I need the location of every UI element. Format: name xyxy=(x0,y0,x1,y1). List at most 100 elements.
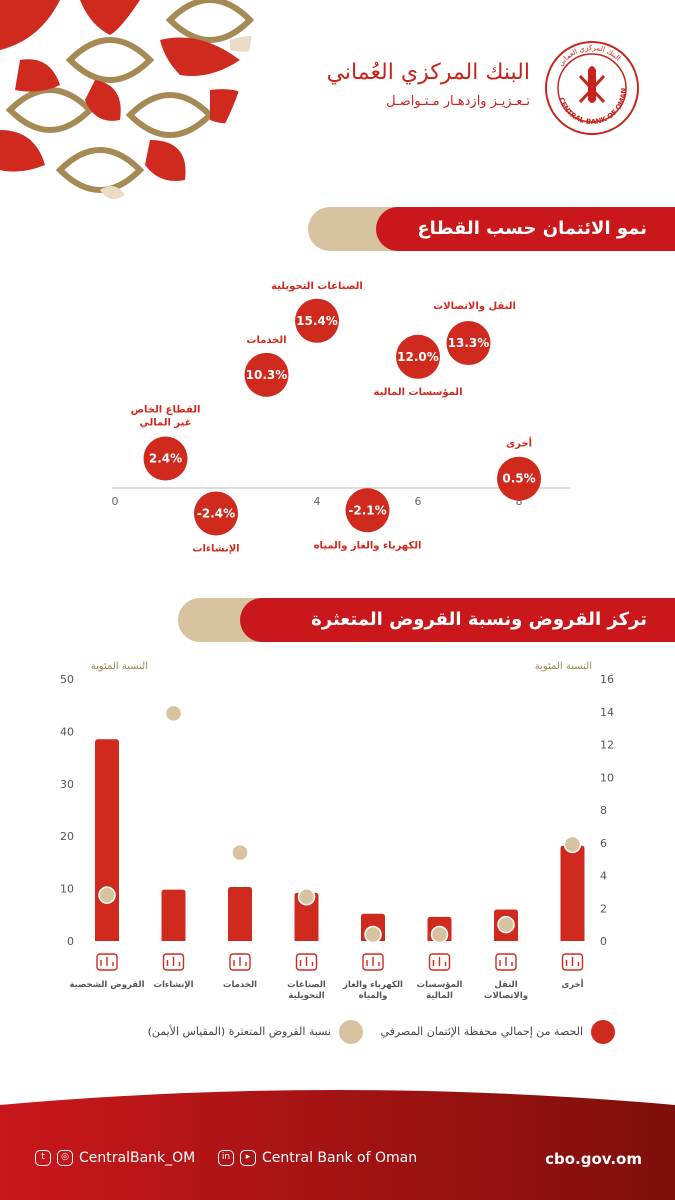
legend-share: الحصة من إجمالي محفظة الإئتمان المصرفي xyxy=(380,1020,615,1044)
chart1-bubble-label: الصناعات التحويلية xyxy=(271,281,363,292)
chart1-bubble xyxy=(244,352,289,397)
chart2-right-tick: 12 xyxy=(600,739,614,752)
social-name-group[interactable]: in ▸ Central Bank of Oman xyxy=(218,1150,417,1166)
chart2-right-tick: 8 xyxy=(600,804,607,817)
legend-npl-swatch xyxy=(339,1020,363,1044)
bank-name: البنك المركزي العُماني xyxy=(326,60,530,85)
chart2-category-label: الكهرباء والغاز والمياه xyxy=(342,980,403,1001)
chart2-right-tick: 4 xyxy=(600,870,607,883)
loan-concentration-chart: النسبة المئوية النسبة المئوية 0102030405… xyxy=(60,661,614,1001)
chart2-right-tick: 6 xyxy=(600,837,607,850)
chart2-category-label: المؤسسات المالية xyxy=(417,980,463,1001)
chart2-left-tick: 20 xyxy=(60,830,74,843)
cbo-logo: CENTRAL BANK OF OMAN البنك المركزي العما… xyxy=(545,41,639,135)
chart1-bubble-value: -2.4% xyxy=(197,506,235,520)
instagram-icon[interactable]: ◎ xyxy=(57,1150,73,1166)
legend-share-swatch xyxy=(591,1020,615,1044)
chart1-bubble-label: المؤسسات المالية xyxy=(374,387,463,398)
chart2-category-label: النقل والاتصالات xyxy=(484,980,528,1001)
chart1-bubble xyxy=(295,298,339,343)
chart2-npl-dot xyxy=(98,886,116,904)
chart2-category-label: الخدمات xyxy=(223,980,257,990)
legend-npl: نسبة القروض المتعثرة (المقياس الأيمن) xyxy=(148,1020,363,1044)
chart1-bubble xyxy=(497,456,541,501)
chart2-npl-dot xyxy=(430,925,449,944)
chart2-left-tick: 10 xyxy=(60,883,74,896)
chart2-npl-dot xyxy=(297,888,316,906)
chart2-category-icon xyxy=(561,953,584,971)
chart2-left-tick: 0 xyxy=(67,935,74,948)
chart1-bubble-value: -2.1% xyxy=(348,503,386,517)
chart2-category-icon xyxy=(229,953,251,971)
chart1-bubble xyxy=(446,321,491,366)
chart1-bubble-label: الإنشاءات xyxy=(192,543,239,554)
chart1-bubble xyxy=(194,491,238,536)
chart2-left-tick: 30 xyxy=(60,778,74,791)
chart1-bubble-value: 10.3% xyxy=(246,368,288,382)
chart2-left-tick: 40 xyxy=(60,725,74,738)
chart2-right-tick: 16 xyxy=(600,673,614,686)
chart1-bubble-label: النقل والاتصالات xyxy=(433,301,516,312)
section1-title: نمو الائتمان حسب القطاع xyxy=(376,207,675,251)
chart2-category-icon xyxy=(96,953,118,971)
chart2-category-icon xyxy=(428,953,451,971)
chart2-bar xyxy=(560,845,585,941)
chart1-bubble-label: الخدمات xyxy=(246,335,286,346)
chart2-category-label: أخرى xyxy=(561,978,583,990)
chart1-bubble-label: أخرى xyxy=(506,437,532,450)
chart2-npl-dot xyxy=(364,925,382,944)
chart2-bar xyxy=(228,887,252,941)
social-name[interactable]: Central Bank of Oman xyxy=(262,1150,418,1166)
chart2-bar xyxy=(161,889,186,941)
chart2-bar xyxy=(294,892,319,941)
chart2-right-tick: 2 xyxy=(600,902,607,915)
social-handle-group[interactable]: t ◎ CentralBank_OM xyxy=(35,1150,195,1166)
chart1-bubble-value: 13.3% xyxy=(448,336,490,350)
chart2-npl-dot xyxy=(164,704,183,723)
chart1-x-tick: 0 xyxy=(112,495,119,508)
twitter-icon[interactable]: t xyxy=(35,1150,51,1166)
chart1-bubble-value: 12.0% xyxy=(397,350,439,364)
chart2-category-icon xyxy=(362,953,384,971)
chart1-bubble-value: 2.4% xyxy=(149,452,182,466)
chart1-bubble-value: 0.5% xyxy=(502,472,535,486)
section1-banner: نمو الائتمان حسب القطاع xyxy=(308,207,675,251)
youtube-icon[interactable]: ▸ xyxy=(240,1150,256,1166)
chart1-x-tick: 6 xyxy=(415,495,422,508)
legend-share-label: الحصة من إجمالي محفظة الإئتمان المصرفي xyxy=(380,1025,583,1038)
section2-title: تركز القروض ونسبة القروض المتعثرة xyxy=(240,598,675,642)
chart1-bubble xyxy=(143,436,188,481)
bank-tagline: تـعـزيـز وازدهـار مـتـواصـل xyxy=(386,94,530,109)
chart2-left-tick: 50 xyxy=(60,673,74,686)
chart1-bubble xyxy=(345,488,390,533)
website-link[interactable]: cbo.gov.om xyxy=(545,1150,642,1168)
chart1-bubble-label: القطاع الخاص غير المالي xyxy=(131,405,201,429)
left-axis-label: النسبة المئوية xyxy=(91,661,148,672)
chart2-category-icon xyxy=(495,953,517,971)
linkedin-icon[interactable]: in xyxy=(218,1150,234,1166)
chart1-x-tick: 4 xyxy=(314,495,321,508)
chart2-right-tick: 0 xyxy=(600,935,607,948)
chart1-x-tick: 8 xyxy=(516,495,523,508)
footer-background xyxy=(0,1090,675,1200)
chart2-category-icon xyxy=(295,953,318,971)
chart2-category-label: القروض الشخصية xyxy=(69,980,144,990)
legend-npl-label: نسبة القروض المتعثرة (المقياس الأيمن) xyxy=(147,1025,331,1038)
right-axis-label: النسبة المئوية xyxy=(535,661,592,672)
social-handle[interactable]: CentralBank_OM xyxy=(79,1150,196,1166)
chart2-category-icon xyxy=(162,953,185,971)
chart1-bubble-value: 15.4% xyxy=(296,314,338,328)
chart2-right-tick: 14 xyxy=(600,706,614,719)
chart2-npl-dot xyxy=(231,843,249,862)
chart2-npl-dot xyxy=(497,915,515,934)
decorative-ornament xyxy=(0,0,255,208)
chart2-category-label: الإنشاءات xyxy=(153,980,193,990)
chart1-bubble-label: الكهرباء والغاز والمياه xyxy=(314,540,422,551)
chart1-bubble xyxy=(396,334,440,379)
chart2-right-tick: 10 xyxy=(600,771,614,784)
chart2-npl-dot xyxy=(563,835,582,854)
section2-banner: تركز القروض ونسبة القروض المتعثرة xyxy=(178,598,675,642)
chart2-category-label: الصناعات التحويلية xyxy=(287,980,326,1001)
chart2-bar xyxy=(95,739,119,941)
